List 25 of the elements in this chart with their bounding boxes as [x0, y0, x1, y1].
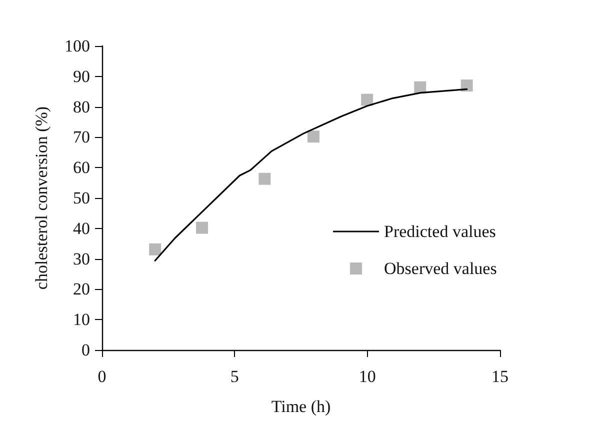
- y-tick-label: 70: [73, 128, 90, 147]
- x-axis-title: Time (h): [271, 397, 331, 416]
- y-tick-label: 50: [73, 188, 90, 208]
- y-tick-label: 0: [82, 340, 90, 360]
- y-axis-title: cholesterol conversion (%): [32, 106, 51, 290]
- y-tick-label: 90: [73, 66, 90, 86]
- y-tick-label: 40: [73, 218, 90, 238]
- point: [460, 80, 473, 92]
- y-tick-label: 60: [73, 158, 90, 178]
- point: [258, 172, 271, 185]
- point: [307, 130, 320, 143]
- y-tick-label: 80: [73, 97, 90, 116]
- y-tick-label: 30: [73, 249, 90, 268]
- point: [361, 94, 374, 106]
- x-tick-label: 0: [98, 367, 106, 386]
- y-tick-label: 100: [64, 36, 90, 56]
- x-tick-label: 15: [492, 367, 508, 386]
- y-tick-label: 20: [73, 280, 90, 299]
- legend-label: Observed values: [384, 259, 497, 278]
- point: [196, 222, 208, 234]
- legend-label: Predicted values: [384, 222, 496, 241]
- y-tick-label: 10: [73, 310, 90, 330]
- x-tick-label: 5: [230, 367, 239, 386]
- point: [149, 243, 162, 256]
- x-tick-label: 10: [358, 367, 376, 386]
